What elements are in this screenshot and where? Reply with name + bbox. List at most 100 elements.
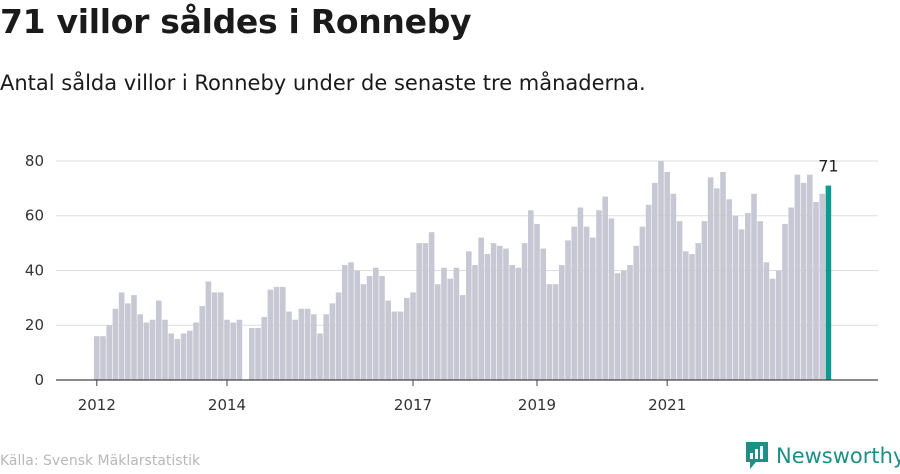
bar [422,243,429,380]
bar [199,306,205,380]
bar [131,295,137,380]
bar [639,226,646,380]
bar [255,327,261,380]
bar [701,221,708,380]
bar [534,223,540,380]
x-tick-label: 2019 [518,396,556,414]
bar [180,333,187,380]
bar [782,223,788,380]
bar [156,300,162,380]
bar [590,237,596,380]
bar [311,314,317,380]
bar [416,243,422,380]
bar [559,265,565,380]
bar [751,193,757,380]
bar [652,182,658,380]
x-tick-label: 2012 [78,396,116,414]
bar [689,254,695,380]
bar [571,226,577,380]
bar [695,243,701,380]
bar [453,267,460,380]
bar [385,300,391,380]
bar [373,267,379,380]
bar [162,319,168,380]
bar [596,210,602,380]
bar [540,248,546,380]
bar [577,207,584,380]
bar [683,251,689,380]
bar [273,286,280,380]
bar [335,292,342,380]
y-tick-label: 60 [25,207,44,225]
bar [137,314,143,380]
bar [286,311,292,380]
bar [441,267,447,380]
bar [658,160,664,380]
bar [788,207,794,380]
bar [757,221,763,380]
bar [360,284,367,380]
y-tick-label: 0 [34,371,44,389]
bar [670,193,677,380]
newsworthy-logo-icon [746,442,768,469]
bar [379,275,385,380]
bar [707,177,714,380]
bar [608,218,615,380]
bar [621,270,627,380]
bar [168,333,174,380]
bar [211,292,218,380]
bar [515,267,522,380]
bar [118,292,125,380]
bar [174,338,181,380]
bar [428,232,435,380]
bar [676,221,683,380]
bar [348,262,354,380]
highlight-value-label: 71 [818,157,838,176]
bars [94,160,832,380]
bar [391,311,398,380]
bar [614,273,621,380]
bar [602,196,608,380]
bar [298,308,305,380]
bar [193,322,199,380]
y-axis-labels: 0 20 40 60 80 [25,152,44,389]
bar [249,327,255,380]
brand-name: Newsworthy [776,444,900,468]
bar [224,319,230,380]
x-tick-label: 2021 [648,396,686,414]
bar [106,325,112,380]
x-tick-label: 2014 [208,396,246,414]
bar [472,265,478,380]
bar [794,174,801,380]
bar [745,212,751,380]
bar [435,284,441,380]
bar [528,210,534,380]
bar [236,319,243,380]
bar [466,251,472,380]
bar [100,336,106,380]
bar [800,182,807,380]
bar [478,237,484,380]
bar [738,229,745,380]
bar [304,308,311,380]
bar [404,297,410,380]
bar [205,281,212,380]
x-tick-label: 2017 [394,396,432,414]
bar [503,248,509,380]
bar [410,292,416,380]
bar [763,262,770,380]
bar [807,174,813,380]
bar [112,308,119,380]
bar [546,284,553,380]
bar [149,319,156,380]
bar [521,243,528,380]
bar [497,245,503,380]
bar [664,171,670,380]
bar [552,284,559,380]
bar [366,275,373,380]
bar [565,240,571,380]
bar [292,319,298,380]
bar [633,245,639,380]
bar [261,317,267,380]
